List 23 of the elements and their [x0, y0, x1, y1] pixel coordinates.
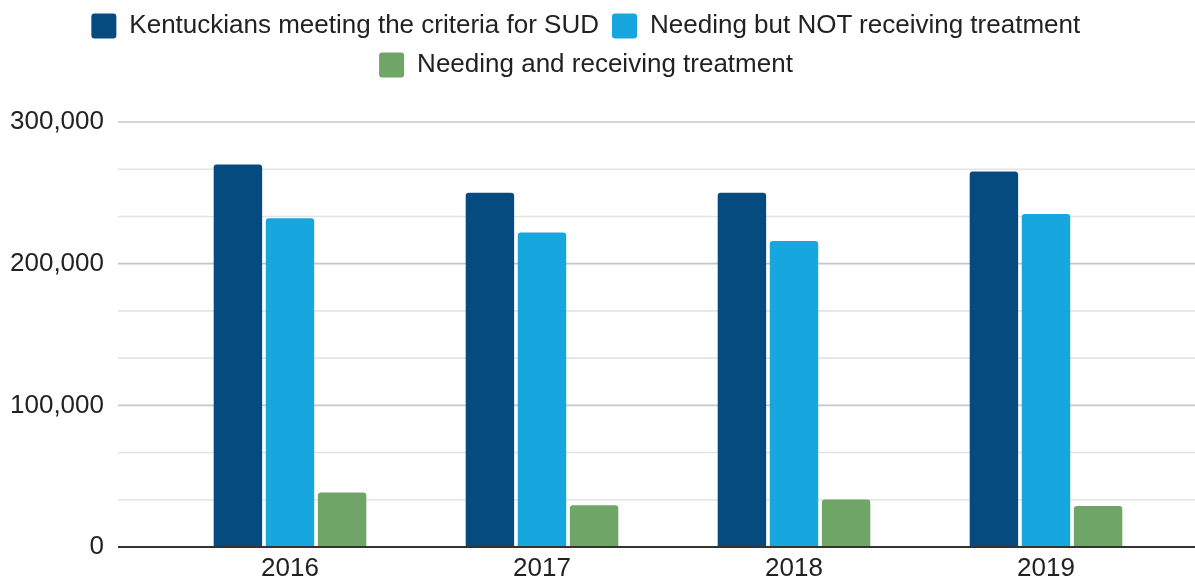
bar	[1021, 214, 1071, 547]
x-tick-label: 2018	[765, 551, 823, 582]
bar	[569, 505, 619, 547]
legend-label: Needing and receiving treatment	[417, 48, 794, 79]
bar	[1073, 505, 1123, 547]
x-tick-label: 2019	[1017, 551, 1075, 582]
bar	[517, 232, 567, 547]
bar	[213, 164, 263, 547]
legend-label: Kentuckians meeting the criteria for SUD	[129, 9, 600, 40]
bar	[969, 171, 1019, 547]
bar	[821, 499, 871, 547]
bar	[769, 241, 819, 547]
y-tick-label: 100,000	[10, 388, 104, 419]
x-tick-label: 2016	[261, 551, 319, 582]
x-tick-label: 2017	[513, 551, 571, 582]
bar	[465, 192, 515, 547]
y-tick-label: 300,000	[10, 105, 104, 136]
y-tick-label: 200,000	[10, 246, 104, 277]
y-tick-label: 0	[89, 530, 104, 561]
bar	[717, 192, 767, 547]
legend-label: Needing but NOT receiving treatment	[650, 9, 1081, 40]
bar	[317, 492, 367, 547]
bar	[265, 218, 315, 547]
